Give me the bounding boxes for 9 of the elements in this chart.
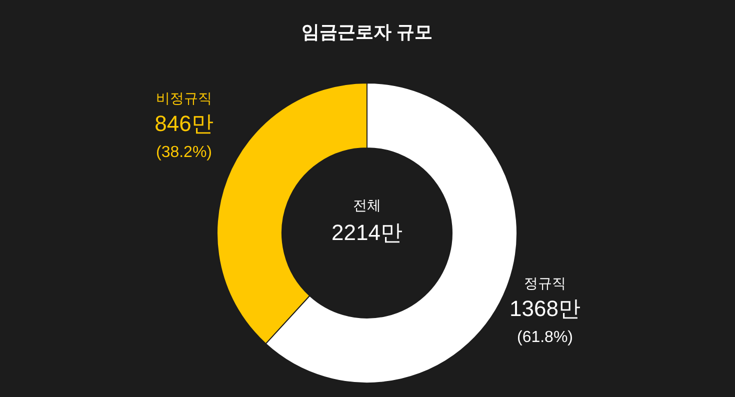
value-label: 1368만 — [510, 296, 580, 321]
category-label: 정규직 — [524, 275, 566, 291]
value-label: 846만 — [154, 111, 214, 136]
value-label: (61.8%) — [516, 329, 574, 346]
title: 임금근로자 규모 — [302, 22, 432, 42]
category-label: 비정규직 — [156, 90, 212, 106]
annotation: 전체 — [353, 197, 381, 213]
annotation: 2214만 — [332, 220, 402, 245]
value-label: (38.2%) — [156, 144, 212, 161]
